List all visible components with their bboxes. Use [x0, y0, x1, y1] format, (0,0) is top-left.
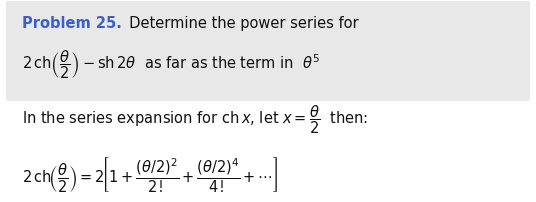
Text: In the series expansion for ch$\,x$, let $x = \dfrac{\theta}{2}$  then:: In the series expansion for ch$\,x$, let…: [22, 102, 368, 135]
Text: Problem 25.: Problem 25.: [22, 16, 122, 31]
FancyBboxPatch shape: [6, 2, 530, 101]
Text: $2\,\mathrm{ch}\left(\dfrac{\theta}{2}\right) - \mathrm{sh}\,2\theta$  as far as: $2\,\mathrm{ch}\left(\dfrac{\theta}{2}\r…: [22, 48, 320, 80]
Text: $2\,\mathrm{ch}\!\left(\dfrac{\theta}{2}\right) = 2\!\left[1 + \dfrac{(\theta/2): $2\,\mathrm{ch}\!\left(\dfrac{\theta}{2}…: [22, 154, 278, 193]
Text: Determine the power series for: Determine the power series for: [120, 16, 359, 31]
